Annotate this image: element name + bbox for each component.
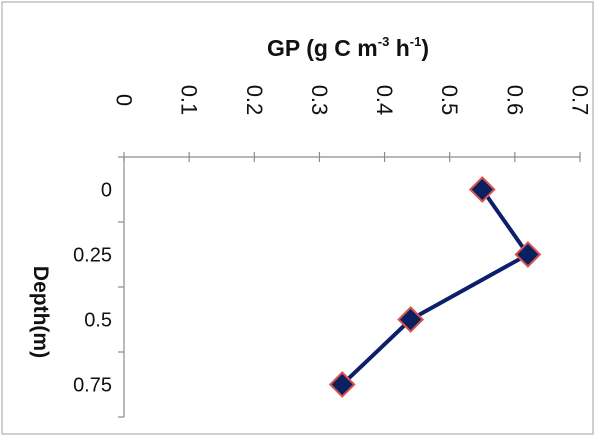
y-axis: 0 0.25 0.5 0.75 [73, 156, 125, 418]
x-tick-label: 0.4 [372, 85, 397, 116]
y-tick-label: 0 [101, 180, 112, 202]
x-tick-label: 0.7 [568, 85, 593, 116]
x-tick-label: 0 [112, 94, 137, 106]
x-axis-title: GP (g C m-3 h-1) [267, 34, 429, 61]
data-point [468, 176, 496, 203]
x-tick-label: 0.6 [502, 85, 527, 116]
data-point [397, 306, 425, 333]
x-tick-label: 0.2 [242, 85, 267, 116]
y-tick-label: 0.5 [84, 310, 112, 332]
data-point [514, 241, 542, 268]
x-tick-label: 0.5 [437, 85, 462, 116]
x-axis: 0 0.1 0.2 0.3 0.4 0.5 0.6 0.7 [112, 85, 593, 162]
y-tick-label: 0.25 [73, 245, 112, 267]
series [328, 176, 542, 398]
y-axis-title: Depth(m) [29, 266, 52, 358]
x-tick-label: 0.3 [307, 85, 332, 116]
x-tick-label: 0.1 [177, 85, 202, 116]
series-line [340, 188, 530, 386]
y-tick-label: 0.75 [73, 375, 112, 397]
data-point [328, 371, 356, 398]
